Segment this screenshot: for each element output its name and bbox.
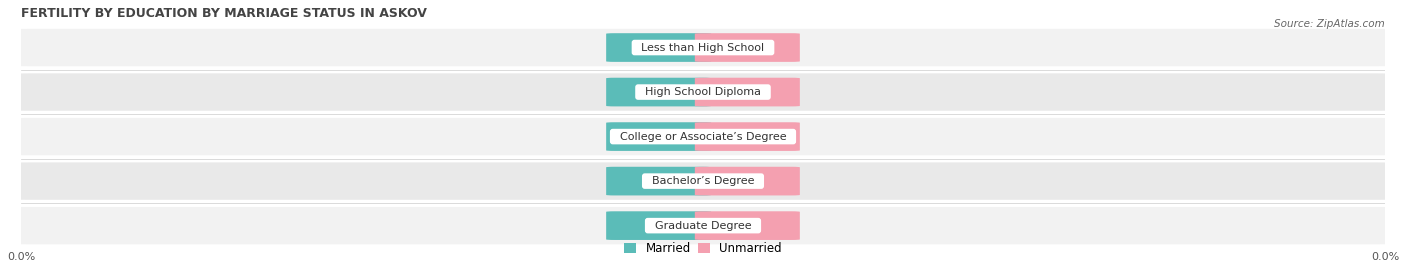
FancyBboxPatch shape (695, 78, 800, 107)
Text: Bachelor’s Degree: Bachelor’s Degree (645, 176, 761, 186)
Text: Less than High School: Less than High School (634, 43, 772, 52)
Text: 0.0%: 0.0% (733, 176, 762, 186)
Text: High School Diploma: High School Diploma (638, 87, 768, 97)
Text: FERTILITY BY EDUCATION BY MARRIAGE STATUS IN ASKOV: FERTILITY BY EDUCATION BY MARRIAGE STATU… (21, 7, 427, 20)
Text: Source: ZipAtlas.com: Source: ZipAtlas.com (1274, 19, 1385, 29)
Text: 0.0%: 0.0% (733, 43, 762, 52)
Text: Graduate Degree: Graduate Degree (648, 221, 758, 231)
Text: 0.0%: 0.0% (733, 87, 762, 97)
Text: 0.0%: 0.0% (644, 176, 673, 186)
FancyBboxPatch shape (606, 167, 711, 196)
Text: 0.0%: 0.0% (644, 132, 673, 141)
FancyBboxPatch shape (695, 33, 800, 62)
FancyBboxPatch shape (0, 73, 1406, 111)
Text: 0.0%: 0.0% (733, 132, 762, 141)
FancyBboxPatch shape (695, 167, 800, 196)
Text: 0.0%: 0.0% (644, 221, 673, 231)
FancyBboxPatch shape (695, 122, 800, 151)
Text: 0.0%: 0.0% (733, 221, 762, 231)
Text: 0.0%: 0.0% (644, 43, 673, 52)
Legend: Married, Unmarried: Married, Unmarried (620, 237, 786, 260)
FancyBboxPatch shape (606, 33, 711, 62)
FancyBboxPatch shape (695, 211, 800, 240)
FancyBboxPatch shape (0, 207, 1406, 244)
Text: 0.0%: 0.0% (644, 87, 673, 97)
Text: College or Associate’s Degree: College or Associate’s Degree (613, 132, 793, 141)
FancyBboxPatch shape (606, 211, 711, 240)
FancyBboxPatch shape (606, 78, 711, 107)
FancyBboxPatch shape (0, 162, 1406, 200)
FancyBboxPatch shape (0, 118, 1406, 155)
FancyBboxPatch shape (0, 29, 1406, 66)
FancyBboxPatch shape (606, 122, 711, 151)
